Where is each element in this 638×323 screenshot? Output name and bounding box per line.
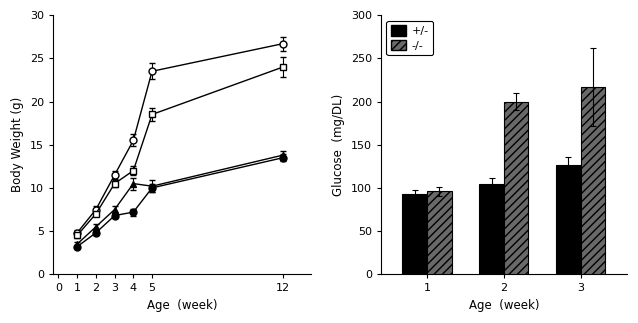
Y-axis label: Body Weight (g): Body Weight (g) xyxy=(11,97,24,192)
X-axis label: Age  (week): Age (week) xyxy=(468,299,539,312)
Legend: +/-, -/-: +/-, -/- xyxy=(387,21,433,55)
Bar xyxy=(581,87,605,274)
X-axis label: Age  (week): Age (week) xyxy=(147,299,218,312)
Bar xyxy=(403,194,427,274)
Bar xyxy=(427,191,452,274)
Bar xyxy=(479,184,504,274)
Bar xyxy=(504,101,528,274)
Y-axis label: Glucose  (mg/DL): Glucose (mg/DL) xyxy=(332,94,345,196)
Bar xyxy=(556,165,581,274)
